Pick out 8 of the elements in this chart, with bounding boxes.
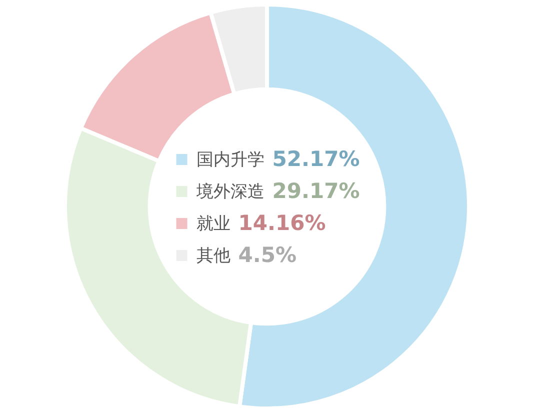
legend-label: 国内升学 (196, 148, 264, 170)
legend-label: 其他 (196, 244, 230, 266)
legend-label: 境外深造 (196, 180, 264, 202)
legend-label: 就业 (196, 212, 230, 234)
data-label: 29.17% (272, 179, 360, 203)
data-label: 52.17% (272, 147, 360, 171)
data-label: 14.16% (238, 211, 326, 235)
data-label: 4.5% (238, 243, 297, 267)
